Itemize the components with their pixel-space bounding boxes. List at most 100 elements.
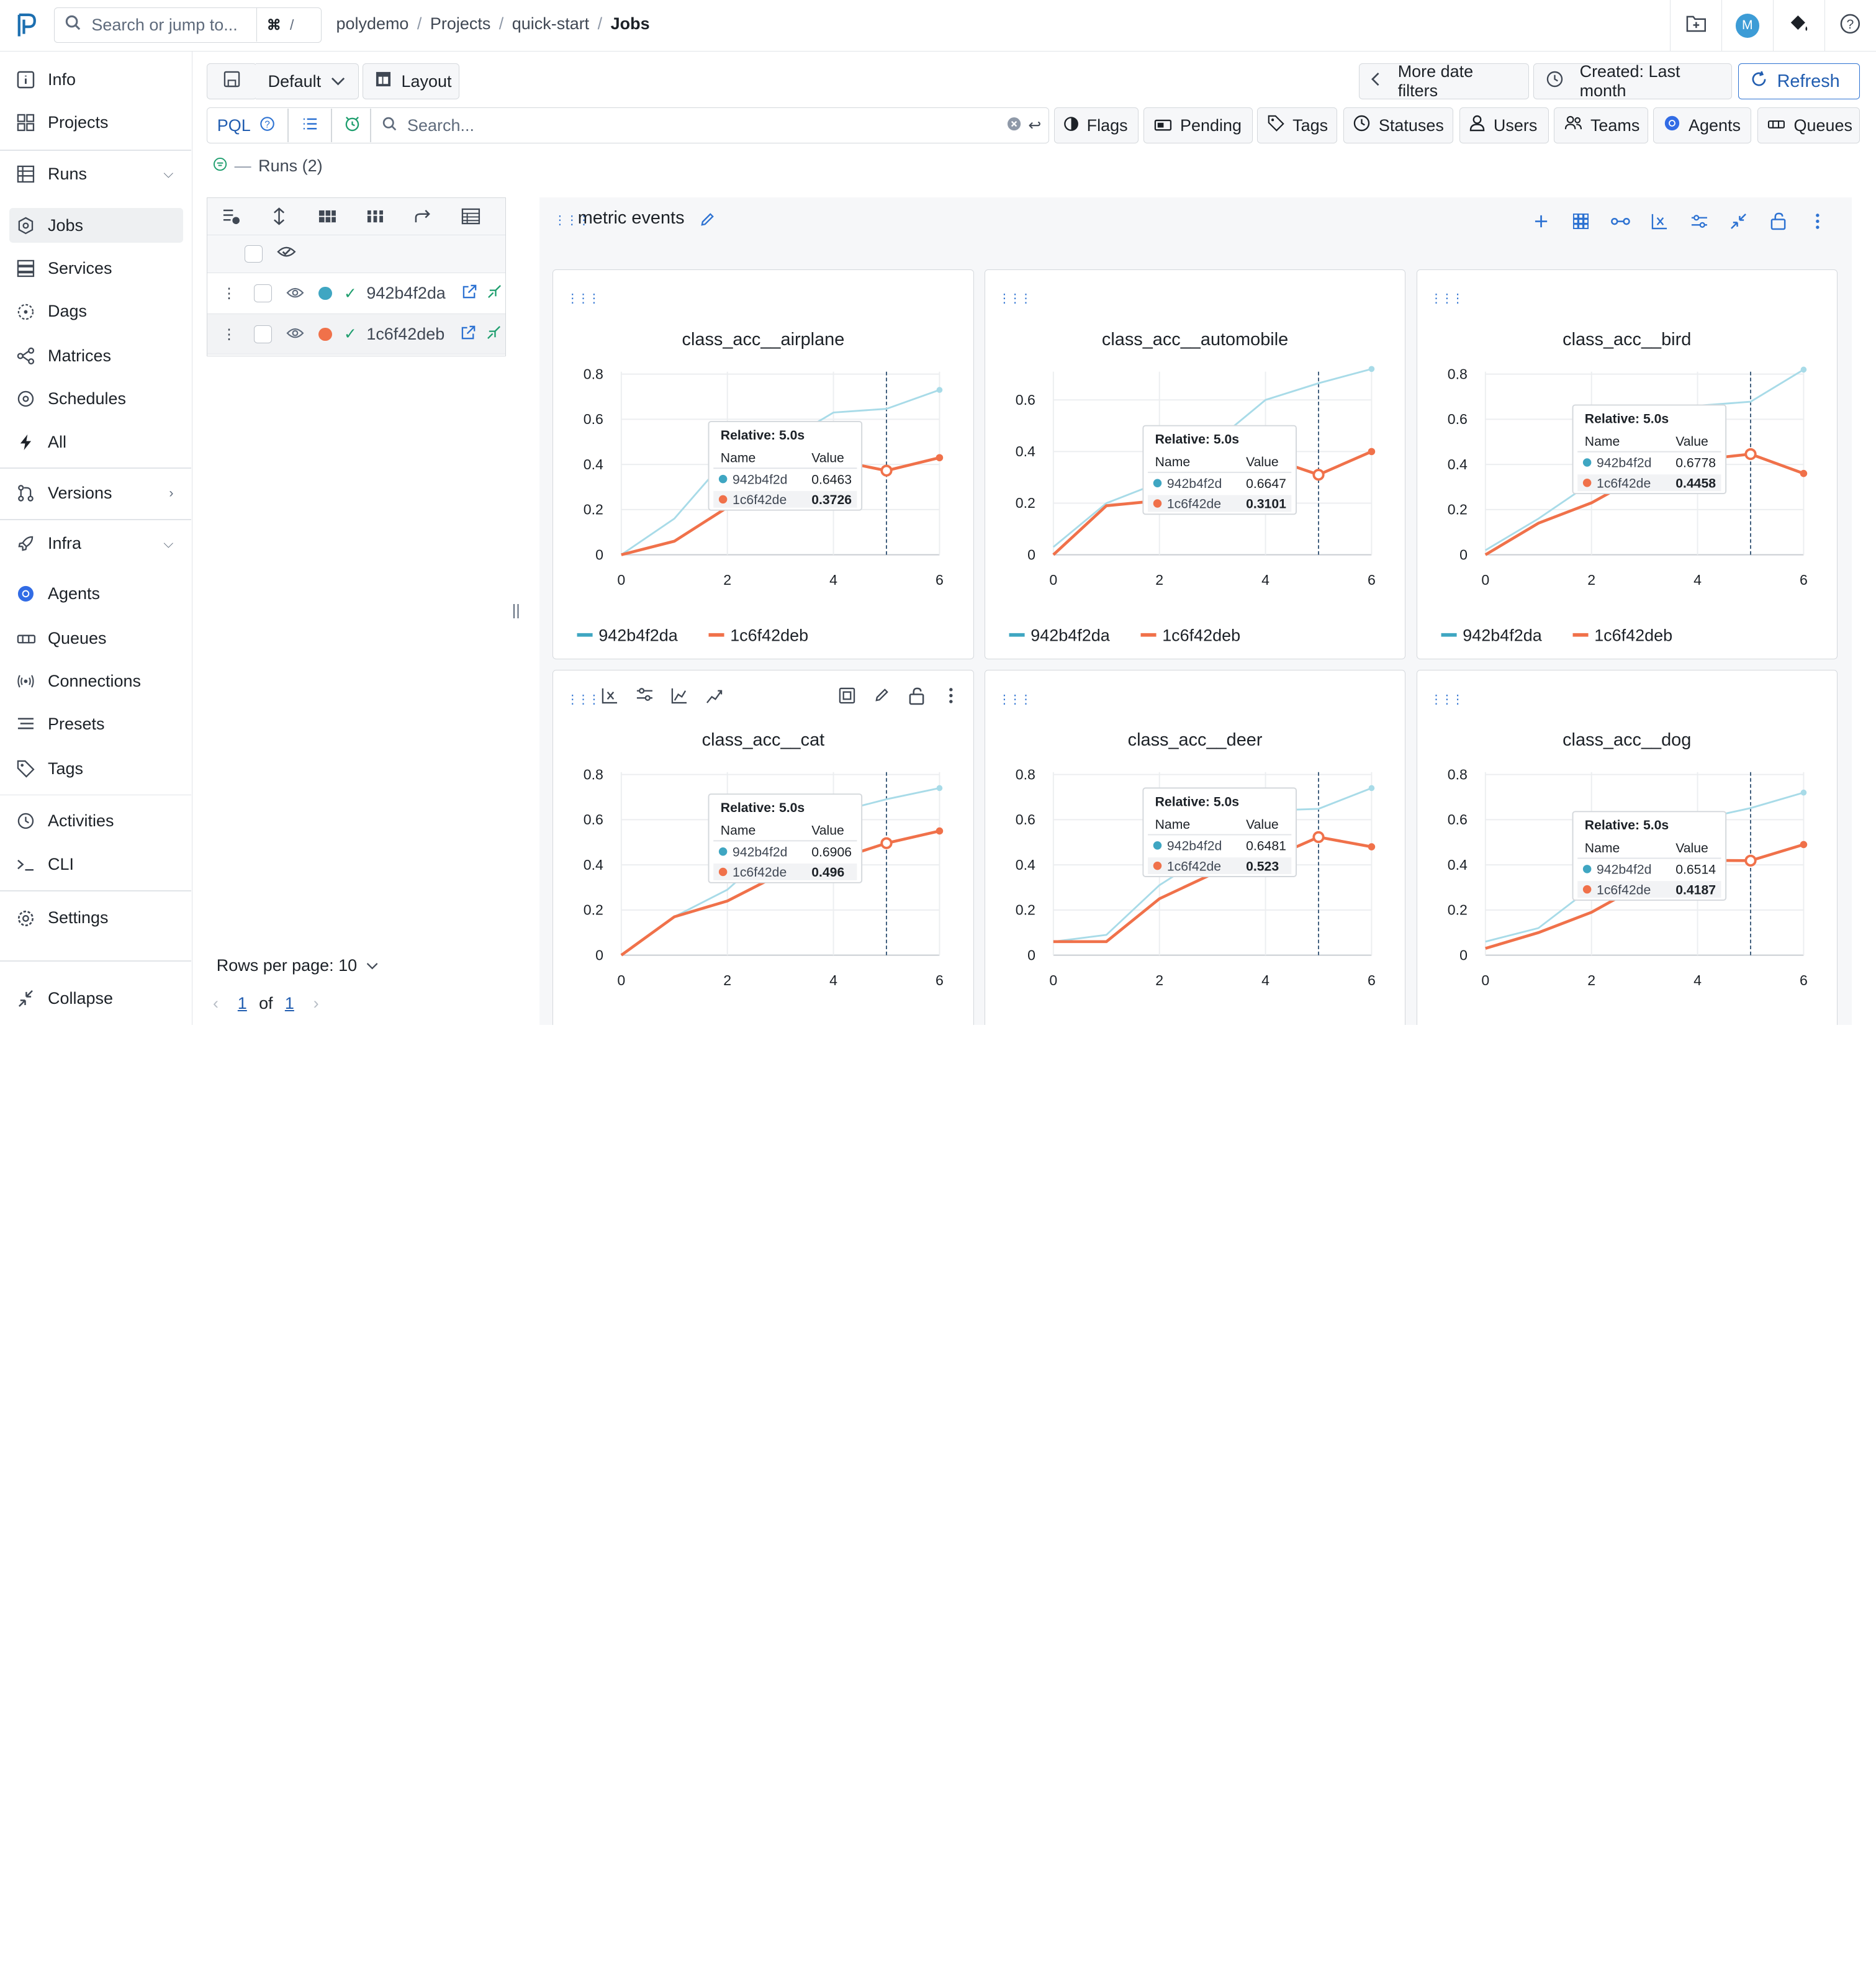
flags-filter-button[interactable]: Flags [1053,107,1139,144]
smoothing-icon[interactable] [1680,205,1720,238]
run-uuid[interactable]: 942b4f2da [366,284,446,303]
view-select[interactable]: Default [256,63,359,99]
metric-widget[interactable]: ⋮⋮⋮ class_acc__deer 0 0.2 0.4 0.6 0.8 0 2 4 6 Relat… [984,670,1406,1026]
row-checkbox[interactable] [254,325,273,343]
unlock-icon[interactable] [899,687,934,705]
edit-icon[interactable] [864,687,899,705]
share-icon[interactable] [399,209,447,223]
sidebar-item-queues[interactable]: Queues [9,621,183,656]
sidebar-item-activities[interactable]: Activities [9,804,183,839]
line-chart[interactable]: 0 0.2 0.4 0.6 0.8 0 2 4 6 Relative: 5.0s Name Value… [985,670,1406,1025]
sidebar-item-tags[interactable]: Tags [9,751,183,786]
drag-handle-icon[interactable]: ⋮ [222,325,237,342]
row-checkbox[interactable] [254,284,273,303]
run-uuid[interactable]: 1c6f42deb [366,324,445,343]
statuses-filter-button[interactable]: Statuses [1343,107,1454,144]
external-link-icon[interactable] [461,325,476,344]
layout-button[interactable]: Layout [362,63,459,99]
drag-handle-icon[interactable]: ⋮⋮⋮ [554,214,590,227]
sidebar-item-runs[interactable]: Runs ⌵ [9,156,183,191]
grid-layout-icon[interactable] [1561,205,1601,238]
add-widget-icon[interactable] [1522,205,1561,238]
save-view-button[interactable] [207,63,258,99]
user-menu-button[interactable]: M [1721,0,1773,52]
grid-view-icon[interactable] [351,209,399,223]
tags-filter-button[interactable]: Tags [1257,107,1338,144]
global-search[interactable]: Search or jump to... ⌘ / [53,7,322,43]
line-chart[interactable]: 0 0.2 0.4 0.6 0 2 4 6 Relative: 5.0s Name Value 942… [985,270,1406,660]
metric-widget[interactable]: ⋮⋮⋮ class_acc__automobile 0 0.2 0.4 0.6 0 2 4 6 Re… [984,269,1406,660]
sidebar-item-jobs[interactable]: Jobs [9,208,183,243]
drag-handle-icon[interactable]: ⋮⋮⋮ [1430,292,1464,306]
clear-icon[interactable] [1007,116,1021,135]
compare-icon[interactable] [277,245,296,264]
sidebar-item-matrices[interactable]: Matrices [9,338,183,373]
more-icon[interactable] [934,687,968,705]
list-icon[interactable] [302,116,318,135]
sidebar-item-settings[interactable]: Settings [9,901,183,936]
sidebar-item-schedules[interactable]: Schedules [9,382,183,417]
sort-icon[interactable] [255,207,303,225]
line-chart[interactable]: 0 0.2 0.4 0.6 0.8 0 2 4 6 Relative: 5.0s Name Value… [1417,670,1838,1025]
agents-filter-button[interactable]: Agents [1653,107,1752,144]
new-folder-button[interactable] [1670,0,1721,52]
help-button[interactable]: ? [1824,0,1876,52]
shrink-icon[interactable] [1719,205,1759,238]
search-input[interactable]: Search... [407,115,474,135]
collapse-runs-icon[interactable] [213,156,227,176]
current-page[interactable]: 1 [237,994,247,1013]
edit-icon[interactable] [700,212,715,232]
line-chart[interactable]: 0 0.2 0.4 0.6 0.8 0 2 4 6 Relative: 5.0s Name Value… [553,270,974,660]
total-pages[interactable]: 1 [284,994,294,1013]
sidebar-item-projects[interactable]: Projects [9,106,183,140]
drag-handle-icon[interactable]: ⋮⋮⋮ [998,292,1032,306]
sidebar-item-versions[interactable]: Versions › [9,476,183,511]
drag-handle-icon[interactable]: ⋮ [222,285,237,302]
drag-handle-icon[interactable]: ⋮⋮⋮ [1430,693,1464,706]
help-icon[interactable]: ? [260,116,274,135]
prev-page-icon[interactable]: ‹ [213,994,219,1013]
pql-toggle[interactable]: PQL [217,115,251,135]
sidebar-item-collapse[interactable]: Collapse [9,981,183,1016]
enter-icon[interactable]: ↩ [1028,117,1042,135]
line-chart[interactable]: 0 0.2 0.4 0.6 0.8 0 2 4 6 Relative: 5.0s Name Value… [553,670,974,1025]
compare-run-icon[interactable] [487,325,501,344]
compare-run-icon[interactable] [487,284,502,303]
users-filter-button[interactable]: Users [1459,107,1549,144]
metric-widget[interactable]: ⋮⋮⋮ class_acc__cat 0 0.2 0.4 0.6 0.8 0 2 4 6 Relati… [552,670,974,1026]
table-row[interactable]: ⋮ ✓ 942b4f2da [207,273,506,314]
more-icon[interactable] [1798,205,1838,238]
fullscreen-icon[interactable] [829,687,864,705]
unlock-icon[interactable] [1759,205,1798,238]
sidebar-item-agents[interactable]: Agents [9,577,183,611]
trend-icon[interactable] [697,687,731,704]
eye-icon[interactable] [286,325,304,344]
history-filter-icon[interactable] [344,115,361,136]
sidebar-item-cli[interactable]: CLI [9,847,183,882]
queues-filter-button[interactable]: Queues [1757,107,1860,144]
drag-handle-icon[interactable]: ⋮⋮⋮ [566,693,600,706]
eye-icon[interactable] [286,284,304,303]
panel-splitter[interactable]: || [512,602,520,620]
smoothing-icon[interactable] [628,687,662,704]
pending-filter-button[interactable]: Pending [1143,107,1253,144]
sidebar-item-presets[interactable]: Presets [9,707,183,742]
metric-widget[interactable]: ⋮⋮⋮ class_acc__airplane 0 0.2 0.4 0.6 0.8 0 2 4 6 R… [552,269,974,660]
sidebar-item-info[interactable]: Info [9,62,183,97]
compact-view-icon[interactable] [304,209,351,223]
refresh-button[interactable]: Refresh [1738,63,1860,99]
line-chart[interactable]: 0 0.2 0.4 0.6 0.8 0 2 4 6 Relative: 5.0s Name Value… [1417,270,1838,660]
metric-widget[interactable]: ⋮⋮⋮ class_acc__dog 0 0.2 0.4 0.6 0.8 0 2 4 6 Relati… [1416,670,1838,1026]
table-row[interactable]: ⋮ ✓ 1c6f42deb [207,314,506,355]
breadcrumb-org[interactable]: polydemo [336,14,409,34]
x-axis-icon[interactable] [593,687,628,704]
breadcrumb-projects[interactable]: Projects [430,14,491,34]
polyaxon-logo[interactable] [0,0,53,51]
created-filter-button[interactable]: Created: Last month [1533,62,1733,100]
breadcrumb-project[interactable]: quick-start [512,14,590,34]
sidebar-item-connections[interactable]: Connections [9,664,183,698]
teams-filter-button[interactable]: Teams [1554,107,1649,144]
external-link-icon[interactable] [462,284,477,303]
rows-per-page-select[interactable]: Rows per page: 10 [217,956,379,975]
more-date-filters-button[interactable]: More date filters [1359,62,1529,100]
